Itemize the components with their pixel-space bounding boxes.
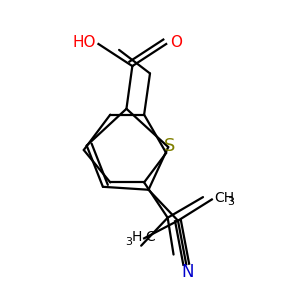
Text: N: N	[182, 262, 194, 280]
Text: 3: 3	[125, 237, 132, 247]
Text: CH: CH	[214, 191, 234, 205]
Text: S: S	[164, 136, 175, 154]
Text: HO: HO	[72, 35, 95, 50]
Text: C: C	[145, 230, 155, 244]
Text: 3: 3	[227, 197, 234, 207]
Text: O: O	[171, 35, 183, 50]
Text: H: H	[131, 230, 142, 244]
